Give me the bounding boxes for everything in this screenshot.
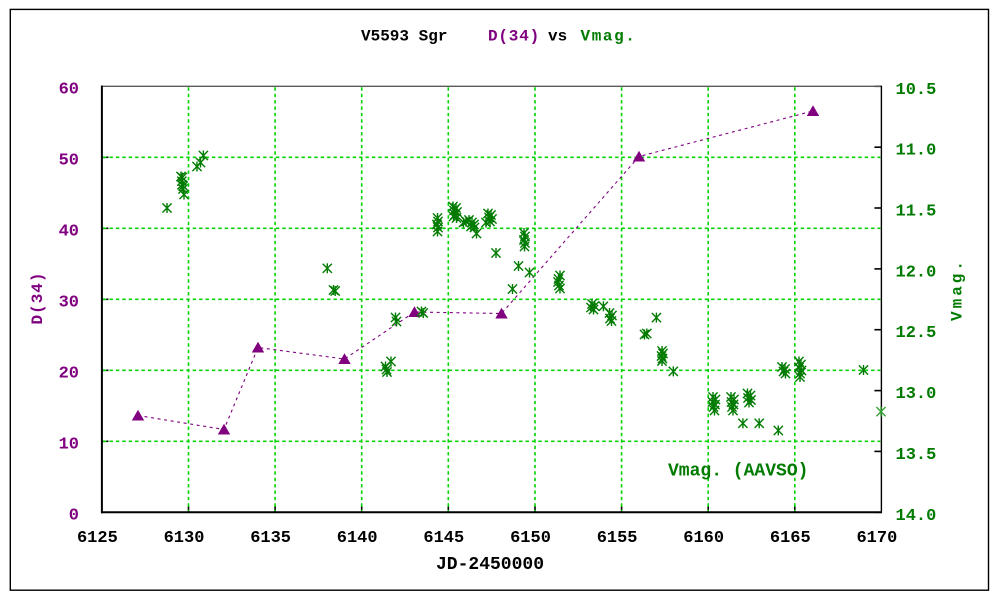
svg-text:50: 50	[59, 151, 79, 170]
svg-text:40: 40	[59, 222, 79, 241]
svg-text:Vmag.: Vmag.	[949, 258, 967, 321]
svg-text:11.5: 11.5	[896, 203, 937, 222]
svg-text:6135: 6135	[250, 529, 291, 548]
svg-text:6140: 6140	[337, 529, 378, 548]
svg-text:12.0: 12.0	[896, 263, 937, 282]
svg-text:6165: 6165	[770, 529, 811, 548]
svg-text:JD-2450000: JD-2450000	[436, 555, 544, 575]
svg-text:Vmag.: Vmag.	[581, 28, 637, 46]
svg-text:6150: 6150	[510, 529, 551, 548]
svg-text:vs: vs	[548, 28, 567, 46]
svg-text:13.0: 13.0	[896, 385, 937, 404]
svg-text:12.5: 12.5	[896, 324, 937, 343]
svg-text:30: 30	[59, 293, 79, 312]
svg-text:14.0: 14.0	[896, 507, 937, 526]
svg-text:6130: 6130	[164, 529, 205, 548]
svg-text:11.0: 11.0	[896, 142, 937, 161]
svg-text:D(34): D(34)	[488, 28, 540, 46]
svg-text:60: 60	[59, 80, 79, 99]
svg-text:20: 20	[59, 364, 79, 383]
svg-text:Vmag. (AAVSO): Vmag. (AAVSO)	[668, 462, 808, 482]
svg-text:D(34): D(34)	[29, 271, 47, 324]
svg-text:6145: 6145	[423, 529, 464, 548]
svg-text:13.5: 13.5	[896, 446, 937, 465]
svg-text:10: 10	[59, 435, 79, 454]
svg-text:10.5: 10.5	[896, 81, 937, 100]
svg-text:0: 0	[69, 506, 79, 525]
svg-text:6125: 6125	[77, 529, 118, 548]
svg-text:6160: 6160	[683, 529, 724, 548]
svg-text:6170: 6170	[856, 529, 897, 548]
svg-text:V5593 Sgr: V5593 Sgr	[361, 28, 447, 46]
svg-text:6155: 6155	[597, 529, 638, 548]
